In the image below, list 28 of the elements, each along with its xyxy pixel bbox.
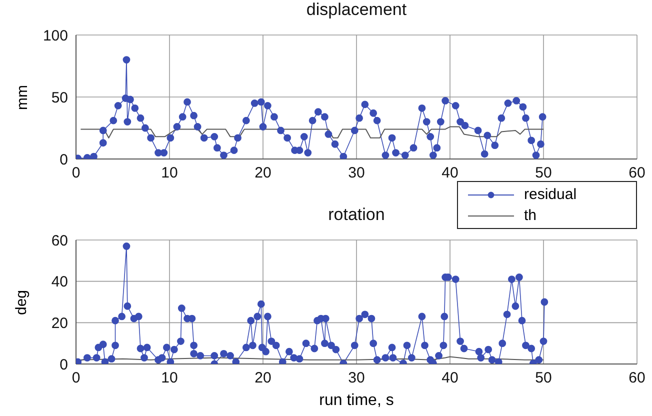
x-tick-label: 30 [348,370,365,387]
y-tick-label: 0 [60,356,68,374]
x-tick-label: 20 [254,164,272,182]
y-tick-label: 20 [51,314,68,332]
x-tick-label: 40 [442,370,458,387]
x-tick-label: 60 [628,370,646,387]
x-tick-label: 30 [348,164,365,182]
x-tick-label: 40 [442,164,458,182]
legend-label: residual [524,186,577,203]
y-tick-label: 100 [42,27,68,44]
y-tick-label: 40 [51,274,68,291]
x-tick-label: 10 [161,370,178,387]
x-tick-label: 20 [254,370,272,387]
x-tick-label: 0 [72,370,80,387]
chart-title: displacement [305,0,408,20]
y-tick-label: 50 [51,89,68,106]
y-tick-label: 60 [51,232,68,250]
x-tick-label: 10 [161,164,178,182]
chart-title: rotation [328,205,385,224]
y-tick-label: 0 [60,151,68,168]
x-tick-label: 0 [72,164,80,182]
x-axis-title: run time, s [318,392,395,410]
y-axis-title: mm [14,85,30,110]
x-tick-label: 60 [628,164,646,182]
legend-label: th [524,207,537,224]
x-tick-label: 50 [535,370,552,387]
y-axis-title: deg [14,290,30,316]
x-tick-label: 50 [535,164,552,182]
